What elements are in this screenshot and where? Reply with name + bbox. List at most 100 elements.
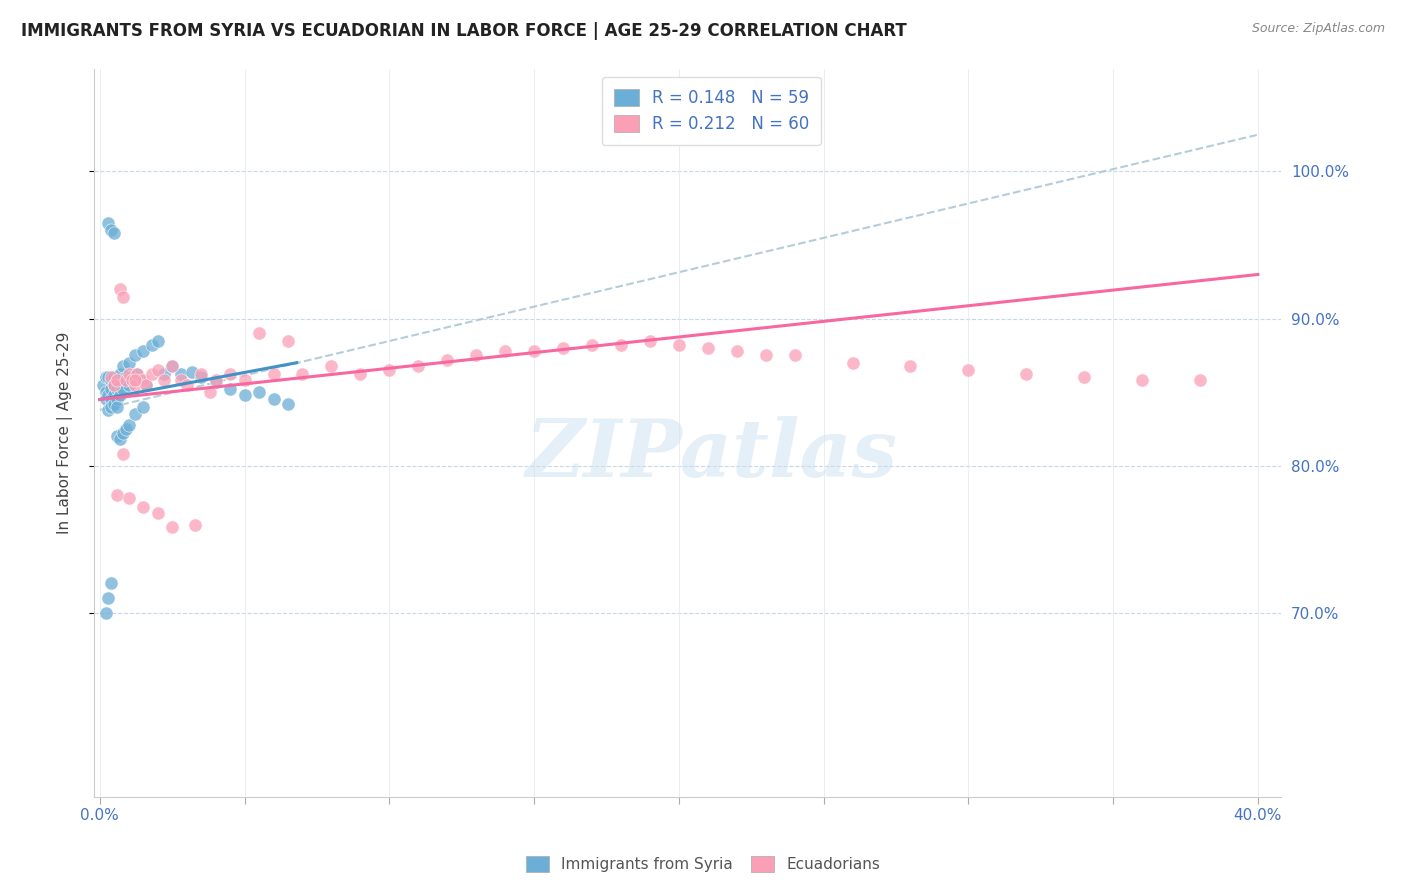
Point	[263, 368, 285, 382]
Point	[118, 417, 141, 432]
Point	[115, 370, 138, 384]
Point	[184, 517, 207, 532]
Point	[349, 368, 371, 382]
Point	[146, 506, 169, 520]
Point	[97, 402, 120, 417]
Point	[108, 368, 131, 382]
Legend: R = 0.148   N = 59, R = 0.212   N = 60: R = 0.148 N = 59, R = 0.212 N = 60	[602, 77, 821, 145]
Point	[263, 392, 285, 407]
Point	[190, 370, 212, 384]
Point	[957, 363, 980, 377]
Point	[696, 341, 718, 355]
Point	[118, 491, 141, 505]
Point	[94, 606, 117, 620]
Point	[100, 382, 122, 396]
Point	[291, 368, 314, 382]
Point	[94, 370, 117, 384]
Point	[97, 216, 120, 230]
Point	[105, 382, 128, 396]
Point	[129, 373, 152, 387]
Point	[105, 488, 128, 502]
Point	[1015, 368, 1038, 382]
Point	[152, 373, 174, 387]
Point	[103, 227, 125, 241]
Point	[118, 377, 141, 392]
Point	[103, 397, 125, 411]
Point	[111, 289, 134, 303]
Point	[115, 373, 138, 387]
Point	[204, 375, 226, 389]
Point	[152, 368, 174, 382]
Point	[111, 382, 134, 396]
Point	[135, 377, 157, 392]
Point	[465, 348, 488, 362]
Point	[132, 500, 155, 514]
Point	[105, 373, 128, 387]
Point	[132, 343, 155, 358]
Point	[111, 447, 134, 461]
Point	[204, 373, 226, 387]
Point	[170, 368, 193, 382]
Point	[247, 385, 270, 400]
Point	[198, 385, 221, 400]
Point	[135, 377, 157, 392]
Point	[105, 373, 128, 387]
Point	[118, 356, 141, 370]
Point	[97, 388, 120, 402]
Point	[127, 368, 149, 382]
Point	[219, 382, 242, 396]
Point	[121, 373, 143, 387]
Point	[103, 377, 125, 392]
Point	[108, 388, 131, 402]
Point	[181, 365, 204, 379]
Point	[900, 359, 922, 373]
Point	[523, 343, 546, 358]
Point	[190, 368, 212, 382]
Point	[638, 334, 661, 348]
Point	[141, 338, 163, 352]
Point	[247, 326, 270, 341]
Point	[94, 392, 117, 407]
Point	[115, 422, 138, 436]
Point	[219, 368, 242, 382]
Point	[233, 373, 256, 387]
Point	[494, 343, 516, 358]
Point	[108, 377, 131, 392]
Point	[105, 392, 128, 407]
Y-axis label: In Labor Force | Age 25-29: In Labor Force | Age 25-29	[58, 332, 73, 533]
Point	[581, 338, 603, 352]
Legend: Immigrants from Syria, Ecuadorians: Immigrants from Syria, Ecuadorians	[519, 848, 887, 880]
Point	[277, 397, 299, 411]
Point	[100, 576, 122, 591]
Point	[170, 373, 193, 387]
Point	[100, 373, 122, 387]
Point	[111, 426, 134, 441]
Point	[408, 359, 430, 373]
Point	[118, 368, 141, 382]
Point	[108, 282, 131, 296]
Point	[124, 407, 146, 421]
Point	[321, 359, 343, 373]
Point	[841, 356, 863, 370]
Point	[160, 359, 183, 373]
Point	[111, 359, 134, 373]
Point	[105, 400, 128, 414]
Point	[124, 373, 146, 387]
Point	[91, 377, 114, 392]
Point	[132, 400, 155, 414]
Point	[97, 591, 120, 606]
Point	[146, 334, 169, 348]
Point	[551, 341, 574, 355]
Point	[103, 388, 125, 402]
Point	[160, 520, 183, 534]
Point	[1073, 370, 1095, 384]
Point	[160, 359, 183, 373]
Point	[94, 385, 117, 400]
Point	[610, 338, 633, 352]
Point	[277, 334, 299, 348]
Point	[124, 377, 146, 392]
Point	[100, 370, 122, 384]
Point	[176, 377, 198, 392]
Point	[103, 370, 125, 384]
Point	[97, 370, 120, 384]
